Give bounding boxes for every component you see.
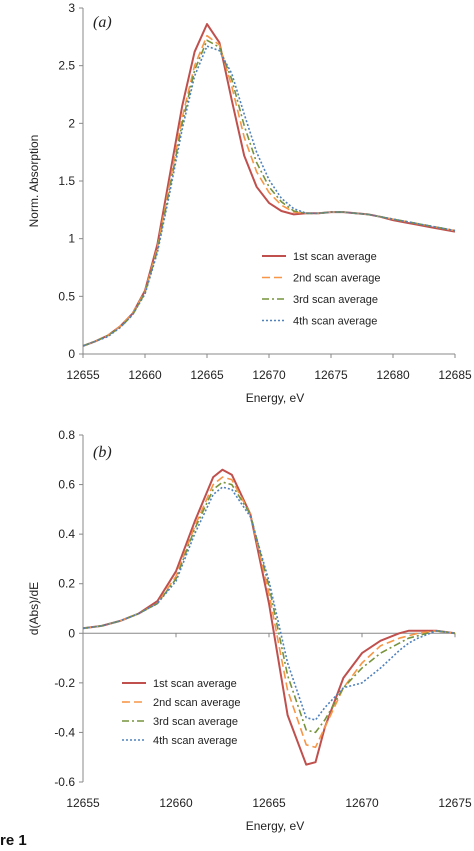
legend-label-1: 1st scan average xyxy=(293,251,377,263)
x-tick-label: 12675 xyxy=(438,796,472,810)
legend-label-4: 4th scan average xyxy=(153,735,237,747)
legend-label-3: 3rd scan average xyxy=(153,716,238,728)
x-tick-label: 12685 xyxy=(438,368,472,382)
y-tick-label: -0.2 xyxy=(54,676,75,690)
series-line-4 xyxy=(82,486,456,721)
x-tick-label: 12665 xyxy=(190,368,224,382)
y-tick-label: 2.5 xyxy=(58,59,75,73)
y-tick-label: -0.4 xyxy=(54,725,75,739)
y-tick-label: 3 xyxy=(68,1,75,15)
x-axis-label: Energy, eV xyxy=(246,819,304,833)
x-tick-label: 12665 xyxy=(252,796,286,810)
panel-label: (a) xyxy=(93,14,112,31)
legend-label-2: 2nd scan average xyxy=(153,697,240,709)
legend-label-3: 3rd scan average xyxy=(293,294,378,306)
x-tick-label: 12675 xyxy=(314,368,348,382)
chart-panel-2: -0.6 -0.4 -0.2 0 0.2 0.4 0.6 0.8 12655 12660 12665… xyxy=(27,428,472,833)
figure-caption: re 1 xyxy=(0,832,27,849)
y-tick-label: 2 xyxy=(68,116,75,130)
y-axis-label: d(Abs)/dE xyxy=(27,582,41,635)
x-tick-label: 12670 xyxy=(252,368,286,382)
y-tick-label: 0.2 xyxy=(58,577,75,591)
legend-label-1: 1st scan average xyxy=(153,678,237,690)
x-tick-label: 12670 xyxy=(345,796,379,810)
x-tick-label: 12655 xyxy=(66,368,100,382)
y-tick-label: 0.6 xyxy=(58,478,75,492)
y-tick-label: 0.8 xyxy=(58,428,75,442)
y-tick-label: 1 xyxy=(68,232,75,246)
panel-label: (b) xyxy=(93,444,112,461)
series-line-3 xyxy=(82,481,456,734)
y-axis-label: Norm. Absorption xyxy=(27,135,41,228)
series-line-1 xyxy=(82,23,456,347)
y-tick-label: 0 xyxy=(68,626,75,640)
x-tick-label: 12655 xyxy=(66,796,100,810)
legend-label-4: 4th scan average xyxy=(293,316,377,328)
series-line-1 xyxy=(82,468,456,766)
y-tick-label: -0.6 xyxy=(54,775,75,789)
legend-label-2: 2nd scan average xyxy=(293,273,380,285)
y-tick-label: 0.4 xyxy=(58,527,75,541)
x-tick-label: 12680 xyxy=(376,368,410,382)
x-axis-label: Energy, eV xyxy=(246,391,304,405)
x-tick-label: 12660 xyxy=(128,368,162,382)
chart-panel-1: 0 0.5 1 1.5 2 2.5 3 12655 12660 12665 12670 12675 12… xyxy=(27,1,472,405)
y-tick-label: 1.5 xyxy=(58,174,75,188)
series-line-2 xyxy=(82,476,456,749)
x-tick-label: 12660 xyxy=(159,796,193,810)
y-tick-label: 0.5 xyxy=(58,289,75,303)
y-tick-label: 0 xyxy=(68,347,75,361)
